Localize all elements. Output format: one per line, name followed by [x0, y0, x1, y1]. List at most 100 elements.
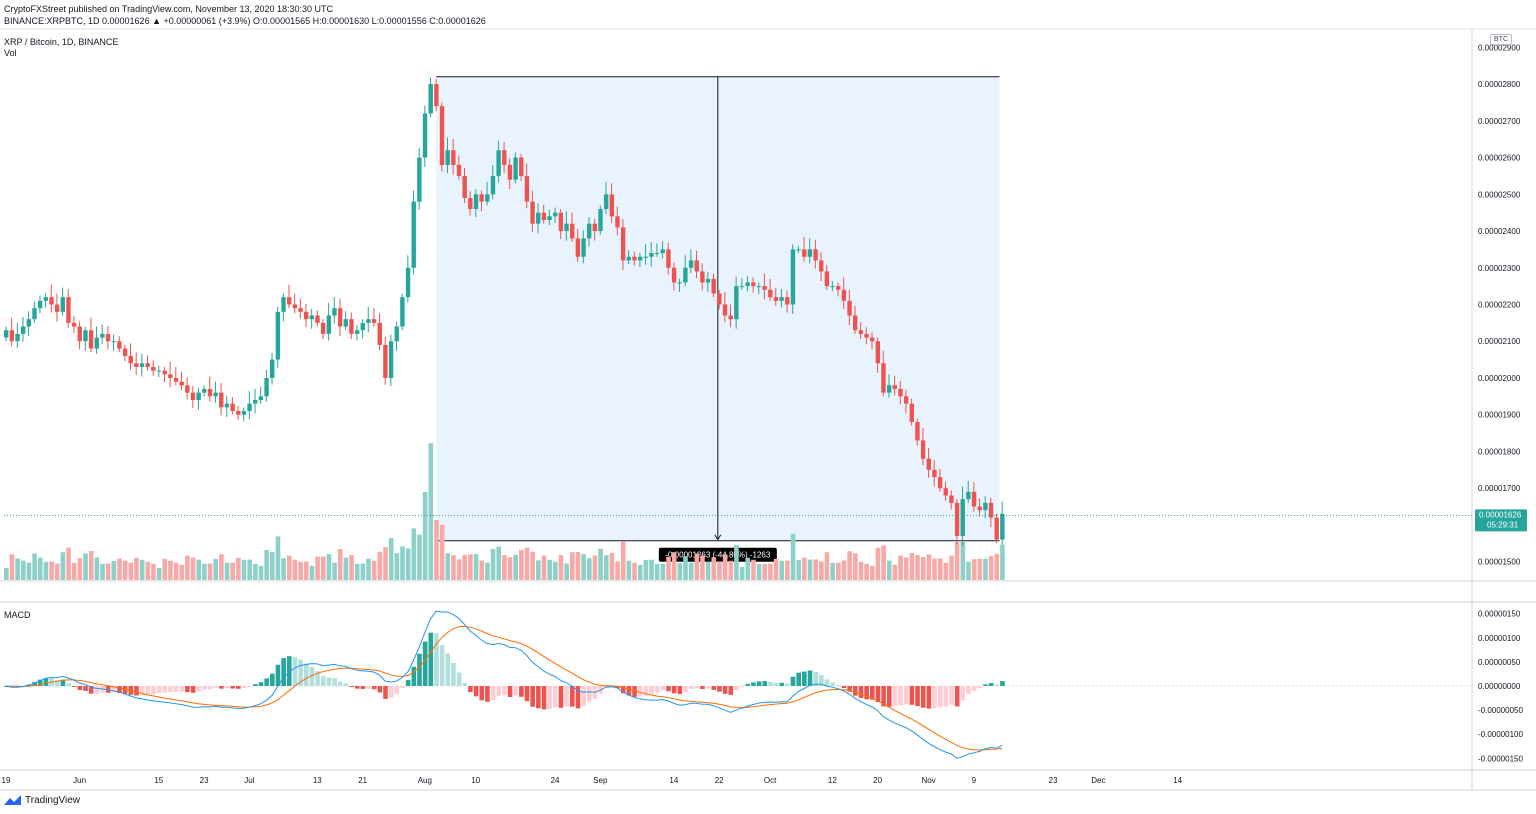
macd-histogram-bar: [377, 686, 383, 693]
macd-histogram-bar: [807, 670, 813, 686]
candle-body: [77, 326, 82, 342]
volume-bar: [224, 562, 230, 580]
volume-bar: [100, 563, 105, 580]
macd-histogram-bar: [830, 682, 835, 686]
volume-bar: [586, 558, 592, 580]
volume-bar: [400, 546, 405, 580]
volume-bar: [915, 555, 920, 580]
candle-body: [954, 502, 960, 536]
volume-bar: [71, 562, 77, 580]
macd-histogram-bar: [683, 686, 688, 692]
macd-histogram-bar: [394, 686, 400, 695]
time-tick-label: 23: [1049, 776, 1058, 785]
candle-body: [937, 477, 943, 489]
candle-body: [270, 359, 275, 378]
volume-bar: [213, 558, 219, 580]
candle-body: [156, 370, 162, 372]
candle-body: [219, 392, 224, 408]
macd-histogram-bar: [490, 686, 496, 701]
macd-histogram-bar: [762, 681, 768, 686]
macd-histogram-bar: [168, 686, 173, 693]
candle-body: [54, 304, 60, 312]
candle-body: [9, 330, 15, 342]
volume-bar: [332, 562, 337, 580]
volume-bar: [43, 561, 49, 580]
price-tick-label: 0.00002100: [1478, 337, 1521, 346]
macd-histogram-bar: [332, 678, 337, 686]
macd-line: [5, 610, 1003, 759]
volume-bar: [253, 563, 258, 580]
volume-bar: [626, 560, 632, 580]
macd-histogram-bar: [66, 683, 71, 686]
macd-histogram-bar: [473, 686, 479, 697]
volume-bar: [275, 536, 281, 580]
macd-histogram-bar: [94, 686, 100, 694]
measure-arrow-head: [714, 534, 722, 541]
candle-body: [315, 315, 320, 323]
price-tick-label: 0.00002800: [1478, 80, 1521, 89]
volume-bar: [105, 563, 111, 580]
candle-body: [632, 256, 637, 261]
volume-bar: [83, 553, 88, 580]
candle-body: [422, 113, 428, 158]
candle-body: [320, 322, 326, 334]
candle-body: [168, 374, 173, 378]
volume-bar: [762, 563, 768, 580]
tradingview-logo[interactable]: TradingView: [4, 795, 80, 806]
volume-bar: [581, 554, 586, 580]
candle-body: [700, 271, 705, 283]
macd-histogram-bar: [700, 686, 705, 690]
macd-histogram-bar: [705, 686, 711, 689]
macd-histogram-bar: [411, 666, 417, 686]
candle-body: [564, 223, 569, 232]
macd-histogram-bar: [417, 653, 422, 686]
candle-body: [541, 212, 547, 221]
candle-body: [83, 330, 88, 342]
macd-histogram-bar: [615, 686, 620, 689]
volume-bar: [451, 555, 456, 580]
price-tick-label: 0.00002300: [1478, 264, 1521, 273]
macd-histogram-bar: [71, 686, 77, 687]
candle-body: [287, 297, 292, 305]
candle-body: [790, 249, 796, 305]
candle-body: [853, 315, 858, 331]
candle-body: [756, 286, 762, 288]
volume-bar: [711, 557, 717, 580]
macd-histogram-bar: [253, 684, 258, 686]
volume-bar: [790, 534, 796, 580]
macd-histogram-bar: [320, 676, 326, 686]
volume-bar: [366, 558, 371, 580]
candle-body: [111, 341, 116, 343]
candle-body: [349, 319, 354, 334]
volume-bar: [813, 559, 818, 580]
candle-body: [847, 300, 852, 316]
currency-badge[interactable]: BTC: [1490, 34, 1512, 45]
volume-bar: [756, 564, 762, 580]
macd-histogram-bar: [694, 686, 700, 689]
time-tick-label: Jun: [73, 776, 86, 785]
candle-body: [128, 355, 133, 364]
macd-histogram-bar: [581, 686, 586, 706]
macd-histogram-bar: [790, 676, 796, 686]
candle-body: [496, 150, 501, 176]
macd-histogram-bar: [54, 680, 60, 686]
volume-bar: [977, 558, 983, 580]
volume-bar: [949, 555, 954, 580]
price-tick-label: 0.00001700: [1478, 484, 1521, 493]
macd-histogram-bar: [553, 686, 558, 708]
macd-histogram-bar: [134, 686, 139, 696]
volume-bar: [473, 554, 479, 580]
candle-body: [722, 304, 728, 316]
volume-bar: [405, 548, 411, 580]
macd-histogram-bar: [626, 686, 632, 696]
time-tick-label: 9: [972, 776, 977, 785]
volume-bar: [507, 557, 513, 580]
macd-histogram-bar: [586, 686, 592, 702]
macd-histogram-bar: [270, 673, 275, 686]
candle-body: [654, 253, 660, 255]
volume-bar: [779, 560, 785, 580]
price-tag-value: 0.00001626: [1479, 510, 1522, 519]
macd-histogram-bar: [983, 684, 988, 686]
macd-histogram-bar: [745, 684, 751, 686]
